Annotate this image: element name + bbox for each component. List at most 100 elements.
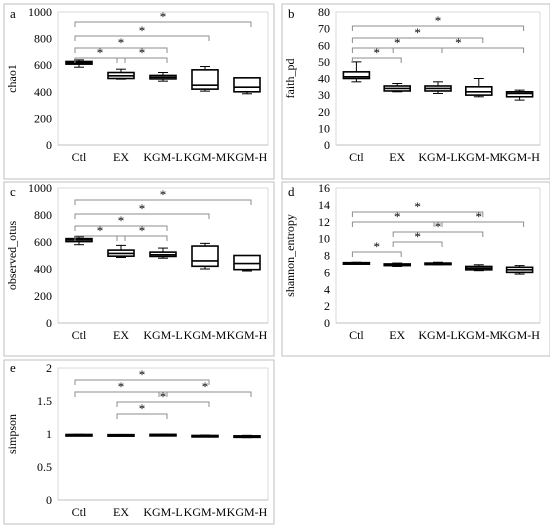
box-Ctl [65, 433, 93, 437]
significance-star: * [414, 229, 421, 244]
significance-star: * [374, 239, 381, 254]
significance-bracket: * [351, 199, 484, 217]
significance-star: * [139, 223, 146, 238]
significance-bracket: * [74, 379, 168, 397]
significance-star: * [202, 379, 209, 394]
y-tick-label: 1000 [28, 181, 52, 195]
panel-frame [3, 3, 275, 180]
box-Ctl [65, 236, 93, 246]
y-tick-label: 400 [34, 85, 52, 99]
significance-bracket: * [158, 379, 252, 397]
y-axis-label: shannon_entropy [283, 214, 297, 297]
y-tick-label: 10 [318, 232, 330, 246]
significance-star: * [455, 35, 462, 50]
x-tick-label: EX [113, 505, 129, 519]
significance-star: * [97, 223, 104, 238]
box-KGM-M [464, 78, 493, 98]
significance-bracket: * [433, 209, 525, 227]
x-tick-label: EX [113, 328, 129, 342]
bracket-line [116, 57, 168, 63]
significance-bracket: * [392, 35, 525, 53]
y-axis-label: faith_pd [283, 59, 297, 99]
x-tick-label: KGM-L [143, 505, 182, 519]
significance-bracket: * [74, 35, 168, 53]
x-tick-label: KGM-M [457, 328, 500, 342]
y-tick-label: 2 [46, 361, 52, 375]
significance-bracket: * [74, 367, 210, 385]
bracket-line [74, 391, 168, 397]
x-tick-label: KGM-M [184, 328, 227, 342]
y-tick-label: 0 [46, 493, 52, 507]
y-tick-label: 50 [318, 55, 330, 69]
box-Ctl [342, 261, 371, 265]
significance-star: * [160, 187, 167, 202]
bracket-line [392, 231, 484, 237]
bracket-line [392, 47, 525, 53]
y-tick-label: 1.5 [37, 394, 52, 408]
y-tick-label: 1 [46, 427, 52, 441]
y-tick-label: 6 [324, 265, 330, 279]
box-KGM-L [424, 261, 452, 266]
box-KGM-M [464, 264, 493, 272]
significance-bracket: * [351, 239, 402, 257]
bracket-line [433, 221, 525, 227]
significance-bracket: * [392, 219, 484, 237]
x-tick-label: KGM-M [457, 150, 500, 164]
x-tick-label: Ctl [349, 328, 364, 342]
panel-letter: d [288, 184, 295, 199]
bracket-line [351, 57, 402, 63]
y-tick-label: 30 [318, 88, 330, 102]
significance-bracket: * [116, 401, 168, 419]
bracket-line [392, 241, 443, 247]
x-tick-label: EX [113, 150, 129, 164]
y-tick-label: 0 [324, 316, 330, 330]
bracket-line [116, 235, 168, 241]
box-EX [383, 82, 412, 93]
panel-frame [281, 181, 550, 357]
box-body [233, 77, 261, 93]
y-tick-label: 0.5 [37, 460, 52, 474]
significance-star: * [118, 213, 125, 228]
significance-star: * [139, 23, 146, 38]
y-tick-label: 0 [46, 138, 52, 152]
box-KGM-M [191, 242, 219, 270]
panel-frame [3, 181, 275, 357]
y-tick-label: 70 [318, 22, 330, 36]
significance-bracket: * [351, 209, 443, 227]
panel-c: c 0 200 400 600 800 1000 observed_otus Ctl EX KGM-… [3, 181, 275, 357]
panel-frame [3, 359, 275, 525]
significance-bracket: * [74, 213, 168, 231]
x-tick-label: EX [389, 328, 405, 342]
box-KGM-H [505, 265, 534, 275]
significance-bracket: * [351, 25, 484, 43]
x-tick-label: KGM-H [227, 505, 268, 519]
plot-area [335, 187, 541, 324]
significance-star: * [394, 35, 401, 50]
box-body [505, 91, 534, 98]
significance-bracket: * [351, 13, 525, 31]
x-tick-label: KGM-M [184, 505, 227, 519]
significance-star: * [139, 401, 146, 416]
y-tick-label: 40 [318, 72, 330, 86]
y-tick-label: 4 [324, 282, 330, 296]
box-body [191, 245, 219, 268]
x-tick-label: KGM-L [418, 328, 457, 342]
y-tick-label: 400 [34, 262, 52, 276]
y-tick-label: 20 [318, 105, 330, 119]
y-tick-label: 800 [34, 32, 52, 46]
panel-letter: e [10, 360, 16, 375]
y-axis-label: chao1 [5, 64, 19, 93]
box-KGM-H [233, 434, 261, 439]
significance-star: * [414, 199, 421, 214]
bracket-line [351, 25, 525, 31]
box-EX [383, 262, 412, 267]
significance-star: * [476, 209, 483, 224]
bracket-line [74, 57, 126, 63]
significance-star: * [414, 25, 421, 40]
box-KGM-L [149, 247, 177, 259]
x-tick-label: KGM-H [227, 328, 268, 342]
box-EX [107, 244, 135, 259]
y-tick-label: 80 [318, 5, 330, 19]
y-axis-label: simpson [5, 414, 19, 454]
